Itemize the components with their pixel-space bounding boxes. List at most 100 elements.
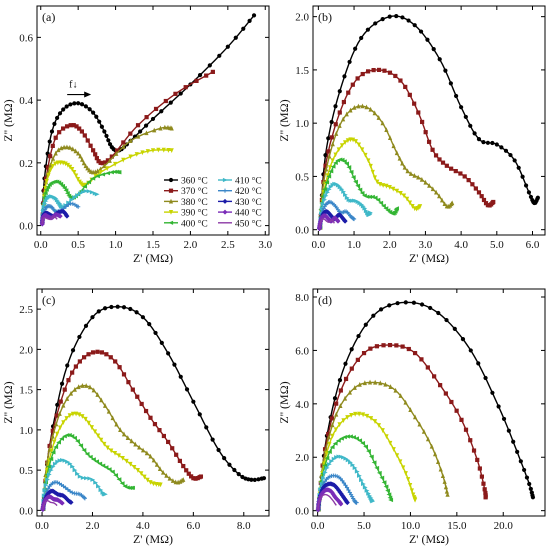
data-point xyxy=(476,361,481,366)
data-point xyxy=(327,449,332,455)
data-point xyxy=(460,337,466,342)
data-point xyxy=(407,200,413,206)
data-point xyxy=(102,306,108,311)
legend-marker xyxy=(168,198,174,204)
data-point xyxy=(93,480,99,485)
y-axis-label: Z'' (MΩ) xyxy=(1,99,15,141)
data-point xyxy=(419,176,424,182)
data-point xyxy=(386,492,392,497)
data-point xyxy=(76,384,81,390)
data-point xyxy=(91,110,96,115)
data-point xyxy=(326,462,332,467)
data-point xyxy=(194,78,199,83)
data-point xyxy=(60,183,66,189)
data-point xyxy=(371,313,376,318)
data-point xyxy=(144,115,149,120)
data-point xyxy=(183,85,188,90)
data-point xyxy=(181,463,186,469)
y-tick-label: 2.0 xyxy=(19,344,33,356)
data-point xyxy=(102,492,108,497)
data-point xyxy=(333,104,338,109)
data-point xyxy=(156,147,161,153)
data-point xyxy=(372,175,377,181)
data-point xyxy=(472,131,477,136)
data-point xyxy=(50,143,55,148)
data-point xyxy=(80,414,85,419)
data-point xyxy=(121,140,126,145)
data-point xyxy=(429,443,434,449)
data-point xyxy=(329,135,334,140)
data-point xyxy=(140,447,146,453)
data-point xyxy=(45,165,50,170)
data-point xyxy=(354,469,360,474)
data-point xyxy=(94,192,100,197)
data-point xyxy=(380,17,385,22)
data-point xyxy=(481,481,486,486)
data-point xyxy=(329,459,335,464)
data-point xyxy=(367,379,373,385)
data-point xyxy=(339,143,345,149)
data-point xyxy=(74,173,79,179)
data-point xyxy=(106,138,111,143)
legend-marker xyxy=(222,177,228,183)
data-point xyxy=(87,384,93,390)
data-point xyxy=(97,461,103,466)
data-point xyxy=(370,499,376,504)
legend-marker xyxy=(168,220,174,225)
data-point xyxy=(227,462,232,467)
data-point xyxy=(362,485,368,490)
data-point xyxy=(408,171,414,176)
data-point xyxy=(64,416,69,421)
data-point xyxy=(197,72,203,78)
legend-marker xyxy=(168,177,174,183)
data-point xyxy=(324,465,330,471)
data-point xyxy=(68,102,73,107)
data-point xyxy=(394,343,399,348)
data-point xyxy=(360,103,365,109)
data-point xyxy=(378,200,384,205)
data-point xyxy=(359,477,364,483)
data-point xyxy=(174,452,179,457)
data-point xyxy=(172,362,177,367)
x-tick-label: 1.0 xyxy=(347,239,361,251)
x-axis-label: Z' (MΩ) xyxy=(409,251,449,265)
data-point xyxy=(222,456,227,461)
series-line xyxy=(317,301,534,510)
data-point xyxy=(328,169,334,174)
y-tick-label: 0.6 xyxy=(19,32,33,44)
data-point xyxy=(347,490,352,495)
x-tick-label: 5.0 xyxy=(357,520,371,532)
data-point xyxy=(140,315,146,320)
data-point xyxy=(347,389,352,395)
data-point xyxy=(130,485,135,490)
series-370c xyxy=(318,67,496,230)
data-point xyxy=(343,361,348,366)
data-point xyxy=(61,420,66,426)
data-point xyxy=(83,188,89,194)
data-point xyxy=(169,148,174,154)
data-point xyxy=(50,163,55,169)
data-point xyxy=(105,158,110,163)
panel-label: (c) xyxy=(42,293,55,307)
series-440c xyxy=(40,494,65,513)
data-point xyxy=(96,484,101,489)
data-point xyxy=(88,143,93,148)
data-point xyxy=(383,381,388,387)
data-point xyxy=(368,106,373,112)
data-point xyxy=(476,190,482,195)
data-point xyxy=(477,466,482,471)
data-point xyxy=(442,201,447,207)
data-point xyxy=(401,193,407,199)
data-point xyxy=(419,302,425,307)
data-point xyxy=(86,420,91,426)
data-point xyxy=(515,449,520,455)
data-point xyxy=(50,433,55,439)
data-point xyxy=(360,71,365,77)
data-point xyxy=(359,35,364,41)
data-point xyxy=(52,121,57,126)
data-point xyxy=(47,443,52,449)
data-point xyxy=(361,350,367,356)
data-point xyxy=(99,437,104,443)
data-point xyxy=(63,188,69,193)
data-point xyxy=(121,372,127,377)
